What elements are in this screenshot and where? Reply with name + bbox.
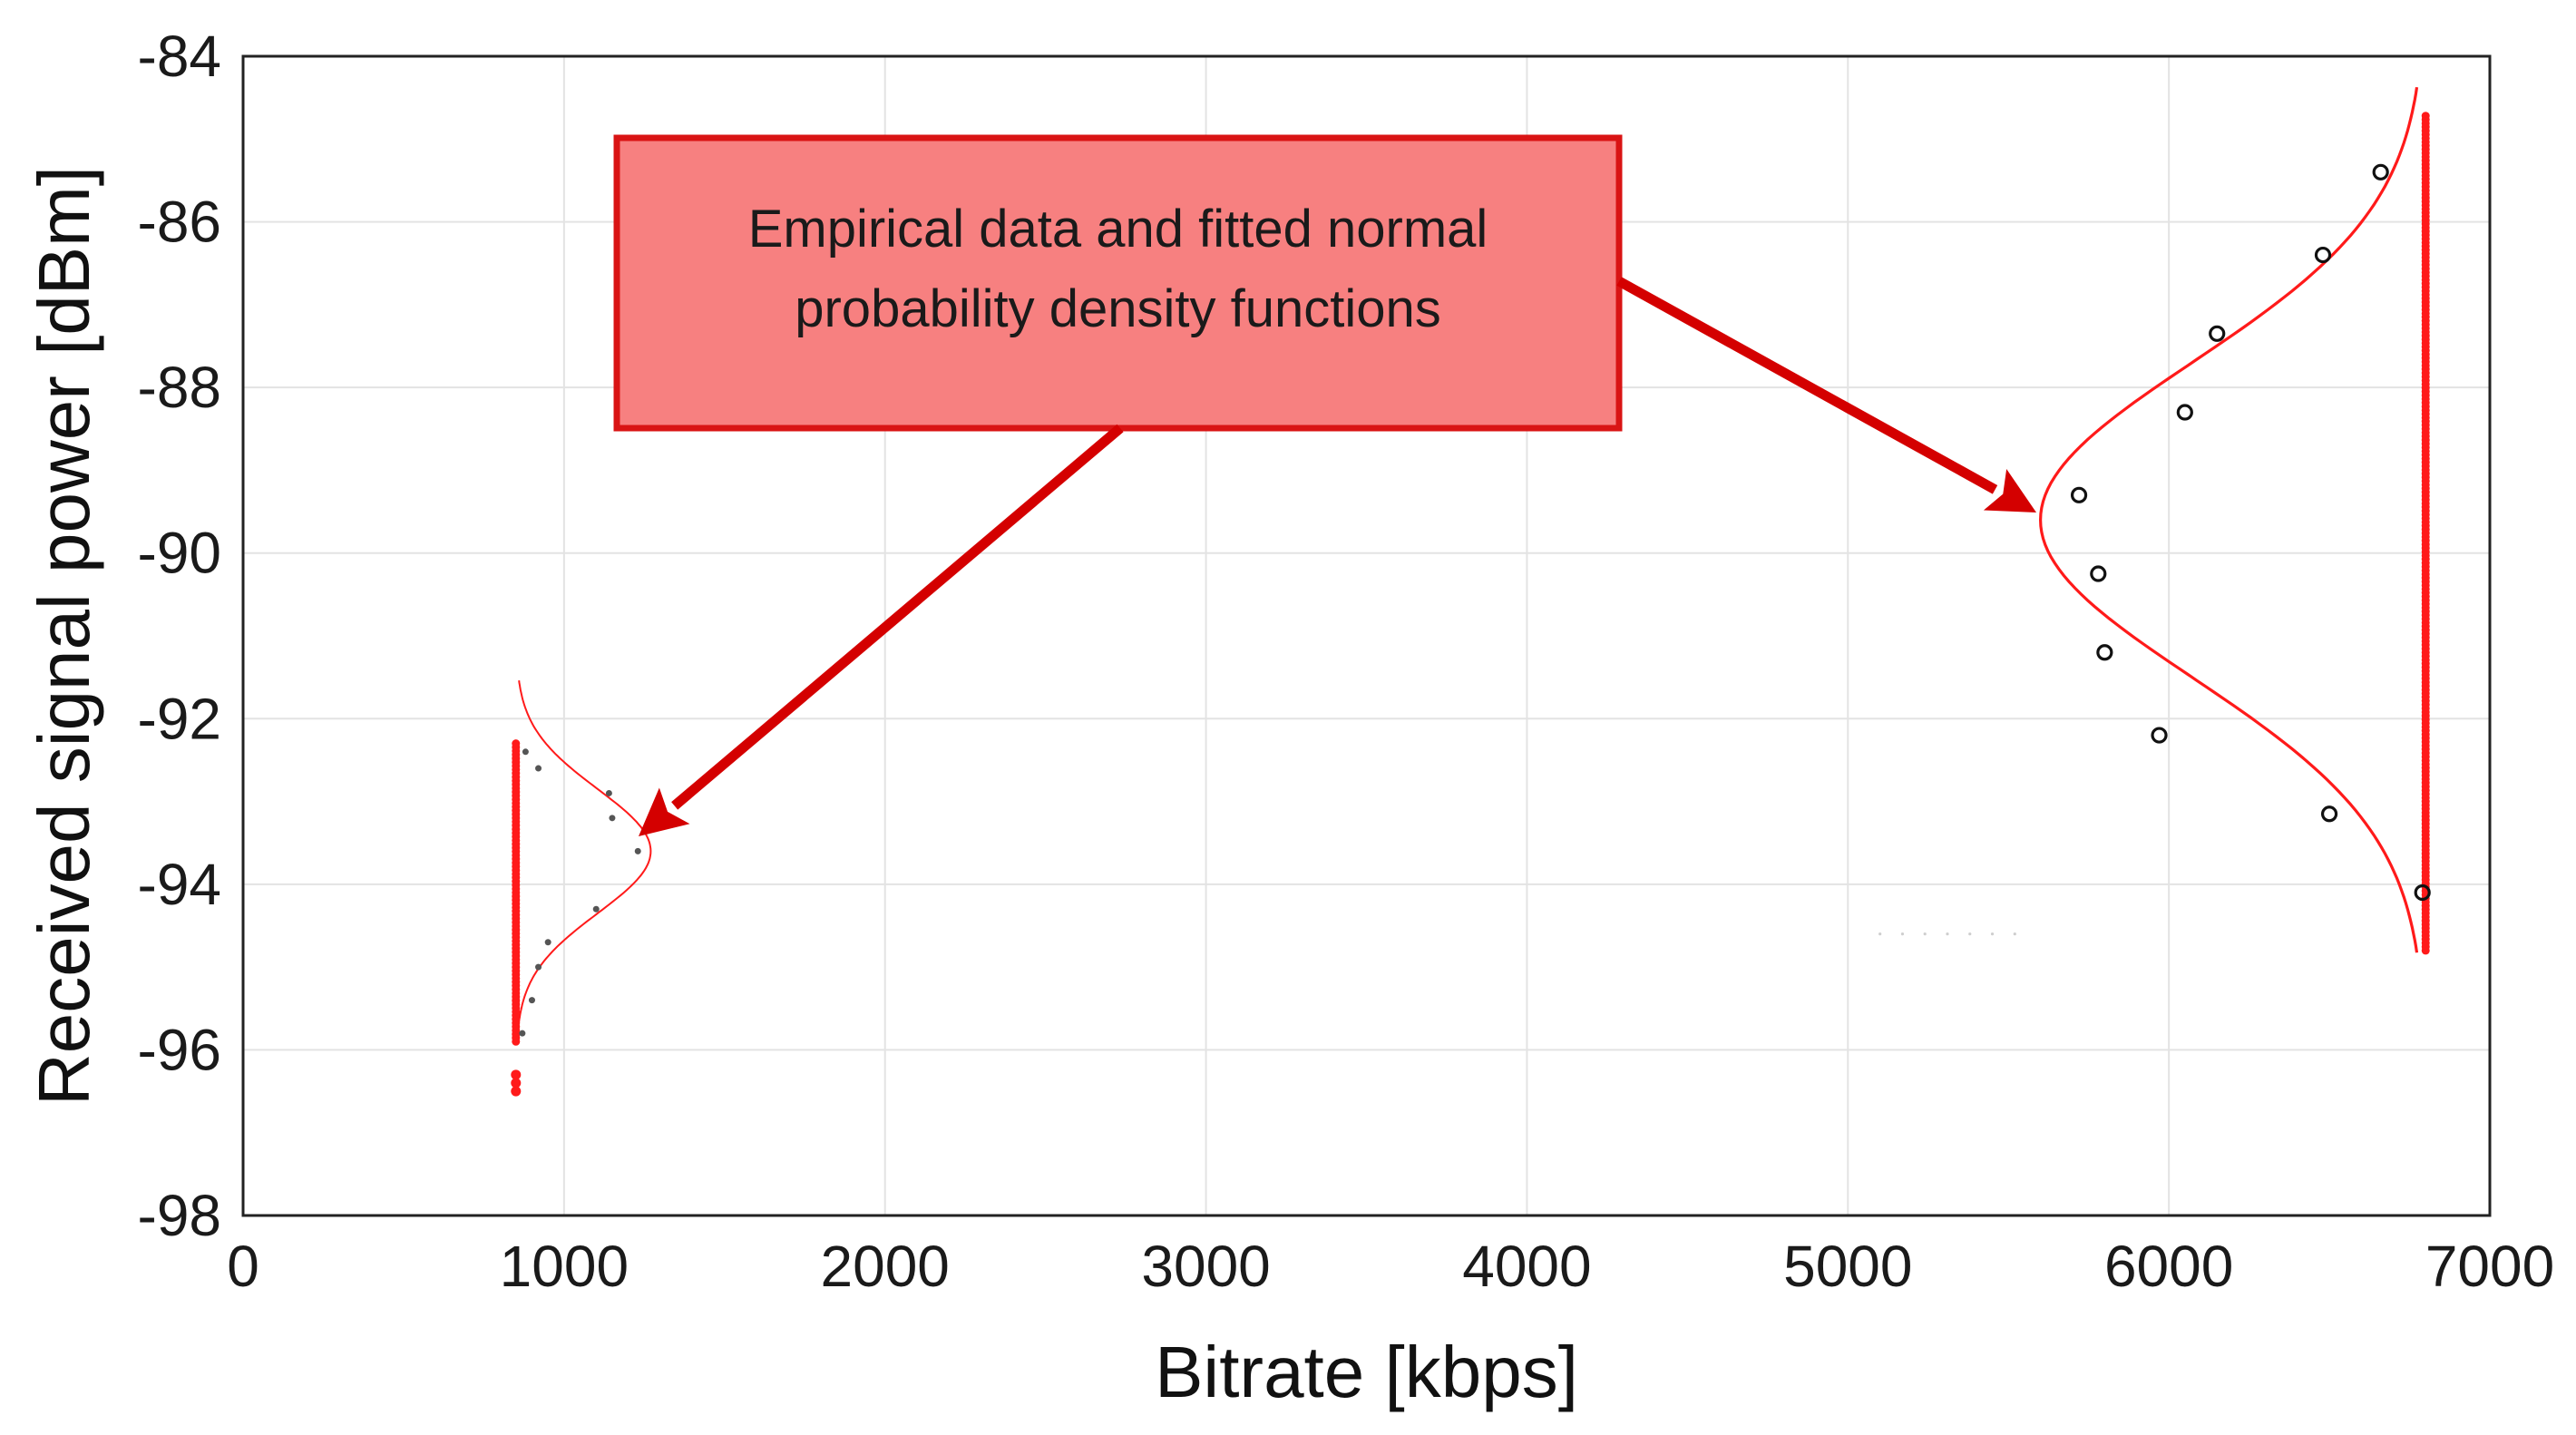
fitted-pdf-curve: [518, 679, 652, 1022]
x-tick-label: 4000: [1462, 1234, 1591, 1299]
y-tick-label: -88: [138, 355, 222, 420]
sample-outlier: [511, 1078, 522, 1088]
y-tick-label: -96: [138, 1017, 222, 1082]
empirical-point: [2176, 404, 2193, 421]
empirical-point: [2096, 644, 2113, 661]
annotation-box: [613, 134, 1623, 432]
arrow-left-head: [639, 787, 690, 836]
x-tick-label: 5000: [1783, 1234, 1912, 1299]
faint-dot: [1946, 932, 1949, 936]
empirical-point: [634, 847, 641, 854]
fitted-pdf-curve: [2038, 86, 2419, 953]
x-axis-title: Bitrate [kbps]: [1155, 1332, 1578, 1412]
empirical-point: [535, 963, 542, 971]
empirical-point: [2320, 805, 2338, 823]
empirical-point: [519, 1030, 526, 1037]
y-tick-label: -90: [138, 521, 222, 586]
y-tick-label: -98: [138, 1183, 222, 1248]
faint-dot: [1968, 932, 1972, 936]
arrow-right-head: [1983, 469, 2036, 512]
empirical-point: [2372, 163, 2389, 181]
empirical-point: [2414, 883, 2431, 902]
arrow-left-shaft: [671, 424, 1124, 810]
annotation-line-2: probability density functions: [795, 279, 1441, 338]
empirical-point: [544, 939, 551, 946]
y-axis-title: Received signal power [dBm]: [24, 166, 104, 1106]
faint-dot: [2013, 932, 2016, 936]
x-tick-label: 2000: [821, 1234, 950, 1299]
x-tick-label: 0: [227, 1234, 259, 1299]
empirical-point: [2090, 565, 2107, 582]
y-tick-label: -94: [138, 852, 222, 917]
empirical-point: [528, 997, 535, 1004]
empirical-point: [2070, 486, 2088, 503]
y-tick-label: -86: [138, 190, 222, 255]
x-tick-label: 3000: [1141, 1234, 1270, 1299]
empirical-point: [2209, 325, 2226, 342]
arrow-right-shaft: [1616, 277, 1998, 494]
empirical-point: [609, 815, 616, 822]
x-tick-label: 1000: [500, 1234, 629, 1299]
cluster-2: [2038, 86, 2431, 955]
data-series: [511, 86, 2431, 1097]
annotation-callout: Empirical data and fitted normal probabi…: [613, 134, 1623, 432]
sample-outlier: [511, 1069, 522, 1080]
empirical-point: [535, 765, 542, 772]
empirical-point: [605, 789, 612, 796]
faint-dot: [1990, 932, 1995, 936]
y-tick-label: -84: [138, 24, 222, 89]
cluster-1: [511, 679, 652, 1097]
plot-frame: [241, 54, 2492, 1217]
faint-dot: [1878, 932, 1882, 936]
faint-dot: [1900, 932, 1905, 936]
x-tick-label: 6000: [2104, 1234, 2233, 1299]
faint-dot: [1923, 932, 1927, 936]
empirical-point: [592, 905, 600, 913]
annotation-arrows: [639, 277, 2036, 836]
empirical-point: [522, 748, 529, 756]
empirical-point: [2314, 246, 2332, 264]
y-tick-label: -92: [138, 686, 222, 751]
sample-outlier: [511, 1086, 522, 1097]
annotation-line-1: Empirical data and fitted normal: [748, 200, 1488, 259]
tick-labels: 0 1000 2000 3000 4000 5000 6000 7000 -84 -86 -88 -9…: [138, 24, 2555, 1299]
empirical-point: [2151, 727, 2168, 744]
x-tick-label: 7000: [2425, 1234, 2554, 1299]
